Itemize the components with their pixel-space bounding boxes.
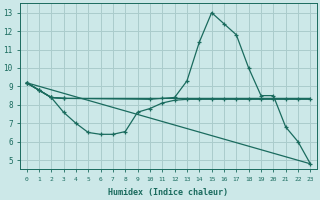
X-axis label: Humidex (Indice chaleur): Humidex (Indice chaleur)	[108, 188, 228, 197]
